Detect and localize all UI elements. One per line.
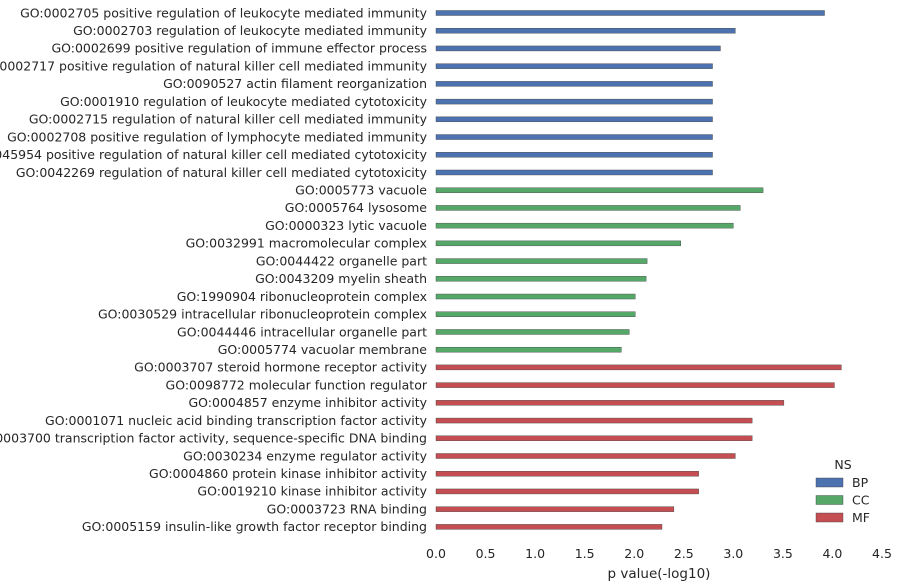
bar-cc-13 (435, 240, 682, 247)
bar-cc-16 (435, 293, 636, 300)
bar-bp-1 (435, 28, 736, 34)
bar-cc-10 (435, 187, 764, 193)
category-label-18: GO:0044446 intracellular organelle part (177, 324, 427, 339)
legend-swatch-cc (815, 495, 844, 505)
bar-cc-11 (435, 205, 741, 211)
bar-bp-6 (435, 116, 713, 123)
x-axis-ticks: 0.0 0.5 1.0 1.5 2.0 2.5 3.0 3.5 4.0 4.5 (426, 546, 892, 561)
bar-mf-24 (435, 435, 753, 441)
bar-bp-8 (435, 152, 713, 158)
x-tick-label-4: 2.0 (624, 546, 644, 561)
category-label-5: GO:0001910 regulation of leukocyte media… (60, 94, 428, 109)
category-label-21: GO:0098772 molecular function regulator (166, 377, 428, 392)
category-label-14: GO:0044422 organelle part (256, 253, 427, 268)
category-label-7: GO:0002708 positive regulation of lympho… (7, 129, 428, 144)
x-tick-label-0: 0.0 (426, 546, 446, 561)
category-label-24: GO:0003700 transcription factor activity… (0, 431, 427, 446)
legend-label-mf: MF (852, 510, 870, 525)
x-tick-label-5: 2.5 (674, 546, 694, 561)
bar-mf-27 (435, 488, 699, 495)
bars-group (435, 10, 842, 530)
x-tick-label-9: 4.5 (872, 546, 892, 561)
legend-swatch-bp (815, 477, 844, 488)
bar-cc-19 (435, 346, 622, 353)
bar-cc-18 (435, 329, 630, 335)
x-tick-label-8: 4.0 (822, 546, 842, 561)
bar-bp-4 (435, 81, 713, 87)
legend-label-cc: CC (852, 493, 870, 508)
bar-mf-21 (435, 382, 835, 388)
x-tick-label-7: 3.5 (773, 546, 793, 561)
bar-bp-9 (435, 169, 713, 176)
legend-title: NS (834, 457, 851, 472)
bar-bp-2 (435, 45, 721, 52)
bar-cc-15 (435, 276, 647, 282)
bar-mf-25 (435, 453, 736, 459)
category-label-0: GO:0002705 positive regulation of leukoc… (20, 5, 427, 20)
bar-mf-29 (435, 524, 663, 530)
x-axis-title: p value(-log10) (608, 566, 711, 582)
category-label-23: GO:0001071 nucleic acid binding transcri… (45, 413, 428, 428)
category-label-28: GO:0003723 RNA binding (267, 501, 427, 516)
x-tick-label-6: 3.0 (723, 546, 743, 561)
bar-mf-23 (435, 417, 753, 424)
category-label-19: GO:0005774 vacuolar membrane (218, 342, 428, 357)
category-label-26: GO:0004860 protein kinase inhibitor acti… (149, 466, 428, 481)
category-label-1: GO:0002703 regulation of leukocyte media… (73, 23, 427, 38)
x-tick-label-3: 1.5 (575, 546, 595, 561)
legend-entries: BP CC MF (815, 475, 870, 525)
category-label-4: GO:0090527 actin filament reorganization (163, 76, 427, 91)
legend: NS BP CC MF (815, 457, 870, 525)
category-label-13: GO:0032991 macromolecular complex (186, 236, 427, 251)
category-label-8: GO:0045954 positive regulation of natura… (0, 147, 428, 162)
category-label-20: GO:0003707 steroid hormone receptor acti… (134, 360, 427, 375)
bar-mf-22 (435, 400, 785, 406)
bar-bp-5 (435, 98, 713, 105)
category-label-15: GO:0043209 myelin sheath (255, 271, 427, 286)
category-label-6: GO:0002715 regulation of natural killer … (29, 112, 428, 127)
category-label-12: GO:0000323 lytic vacuole (265, 218, 427, 233)
x-tick-label-1: 0.5 (476, 546, 496, 561)
bar-cc-12 (435, 222, 734, 229)
x-tick-label-2: 1.0 (525, 546, 545, 561)
category-label-11: GO:0005764 lysosome (285, 200, 428, 215)
legend-swatch-mf (815, 512, 844, 523)
category-labels: GO:0002705 positive regulation of leukoc… (0, 5, 428, 534)
bar-cc-14 (435, 258, 648, 264)
category-label-9: GO:0042269 regulation of natural killer … (16, 165, 428, 180)
category-label-29: GO:0005159 insulin-like growth factor re… (82, 519, 427, 534)
legend-label-bp: BP (852, 475, 869, 490)
bar-mf-20 (435, 364, 842, 371)
bar-bp-3 (435, 63, 713, 69)
category-label-17: GO:0030529 intracellular ribonucleoprote… (98, 307, 427, 322)
category-label-25: GO:0030234 enzyme regulator activity (183, 448, 427, 463)
category-label-3: GO:0002717 positive regulation of natura… (0, 58, 428, 73)
bar-cc-17 (435, 311, 636, 317)
bar-mf-28 (435, 506, 675, 512)
bar-mf-26 (435, 471, 699, 477)
category-label-2: GO:0002699 positive regulation of immune… (51, 41, 427, 56)
bar-bp-0 (435, 10, 825, 16)
category-label-27: GO:0019210 kinase inhibitor activity (197, 484, 427, 499)
category-label-22: GO:0004857 enzyme inhibitor activity (188, 395, 427, 410)
bar-bp-7 (435, 134, 713, 140)
category-label-10: GO:0005773 vacuole (295, 183, 427, 198)
category-label-16: GO:1990904 ribonucleoprotein complex (177, 289, 427, 304)
